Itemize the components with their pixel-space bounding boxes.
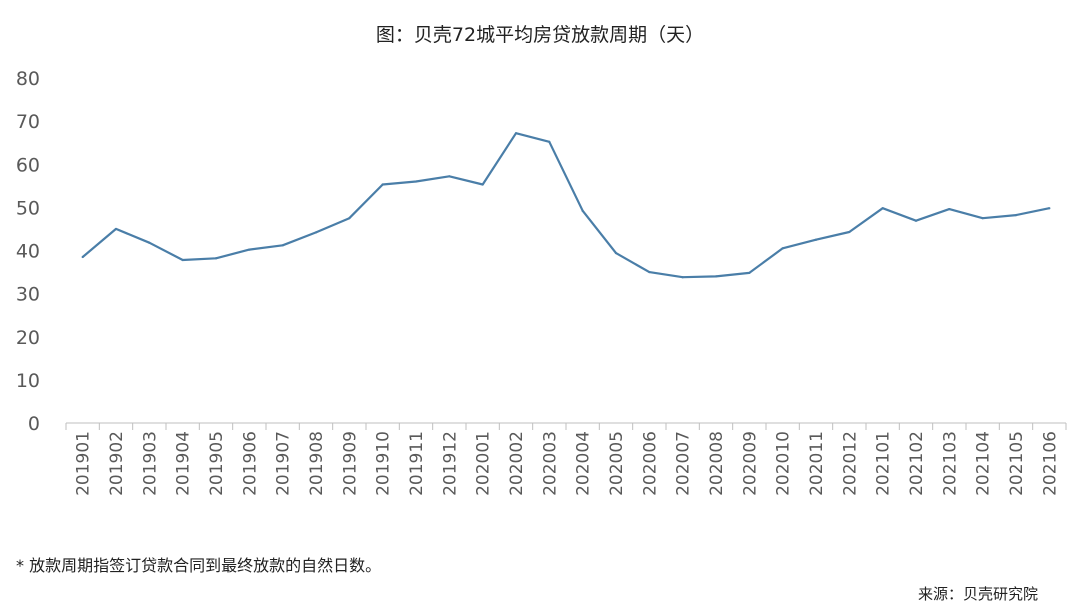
y-tick-label: 70 — [16, 111, 40, 133]
data-point — [581, 209, 584, 212]
data-point — [848, 230, 851, 234]
data-point — [81, 255, 84, 259]
x-tick-label: 202005 — [607, 431, 627, 496]
x-tick-label: 201908 — [307, 431, 327, 496]
y-axis-ticks: 0 10 20 30 40 50 60 70 80 — [16, 68, 40, 435]
data-point — [881, 207, 884, 210]
data-point — [614, 251, 618, 255]
x-tick-label: 201904 — [174, 431, 194, 496]
x-tick-label: 201909 — [340, 431, 360, 496]
x-tick-label: 201906 — [240, 431, 260, 496]
source-label: 来源：贝壳研究院 — [917, 585, 1038, 603]
data-point — [1014, 214, 1018, 217]
x-tick-label: 201912 — [440, 431, 460, 496]
data-point — [548, 140, 551, 143]
data-point — [648, 270, 651, 274]
data-point — [981, 217, 984, 220]
data-point — [814, 238, 818, 241]
data-point — [148, 241, 151, 244]
data-point — [1048, 207, 1051, 210]
data-point — [381, 183, 384, 186]
x-tick-label: 201911 — [407, 431, 427, 496]
data-point — [681, 276, 684, 279]
x-tick-label: 202006 — [640, 431, 660, 496]
x-tick-label: 202102 — [907, 431, 927, 496]
data-points — [81, 132, 1051, 279]
x-tick-label: 201903 — [140, 431, 160, 496]
x-tick-label: 202012 — [840, 431, 860, 496]
y-tick-label: 80 — [16, 68, 40, 90]
y-tick-label: 50 — [16, 197, 40, 219]
data-point — [181, 258, 184, 262]
x-tick-label: 202003 — [540, 431, 560, 496]
data-point — [348, 217, 351, 220]
data-point — [448, 175, 451, 178]
x-tick-label: 202007 — [674, 431, 694, 496]
x-tick-label: 202002 — [507, 431, 527, 496]
data-point — [214, 257, 218, 260]
x-tick-label: 201905 — [207, 431, 227, 496]
y-tick-label: 60 — [16, 154, 40, 176]
data-point — [714, 275, 718, 278]
x-tick-label: 202008 — [707, 431, 727, 496]
data-point — [748, 271, 751, 275]
data-point — [481, 183, 484, 186]
data-point — [914, 219, 918, 222]
x-tick-label: 201902 — [107, 431, 127, 496]
x-tick-label: 202010 — [774, 431, 794, 496]
data-point — [281, 244, 284, 247]
x-tick-label: 202011 — [807, 431, 827, 496]
x-tick-label: 202001 — [474, 431, 494, 496]
x-tick-label: 202101 — [874, 431, 894, 496]
series-line — [81, 132, 1050, 279]
data-point — [414, 180, 418, 183]
x-tick-label: 202104 — [974, 431, 994, 496]
chart-title: 图：贝壳72城平均房贷放款周期（天） — [375, 24, 705, 46]
data-point — [781, 247, 784, 250]
data-point — [114, 227, 118, 231]
x-tick-label: 202009 — [740, 431, 760, 496]
x-tick-label: 202004 — [574, 431, 594, 496]
x-tick-label: 202105 — [1007, 431, 1027, 496]
y-tick-label: 20 — [16, 327, 40, 349]
x-axis-ticks — [65, 423, 1067, 430]
data-point — [248, 248, 251, 251]
footnote: * 放款周期指签订贷款合同到最终放款的自然日数。 — [16, 556, 382, 575]
y-tick-label: 0 — [28, 413, 40, 435]
data-point — [948, 208, 951, 211]
x-axis-labels: 201901 201902 201903 201904 201905 201906 2019… — [74, 431, 1061, 496]
x-tick-label: 202103 — [940, 431, 960, 496]
y-tick-label: 10 — [16, 370, 40, 392]
y-tick-label: 40 — [16, 241, 40, 263]
y-tick-label: 30 — [16, 284, 40, 306]
data-point — [314, 231, 318, 234]
data-point — [514, 132, 518, 135]
x-tick-label: 202106 — [1040, 431, 1060, 496]
x-tick-label: 201910 — [374, 431, 394, 496]
x-tick-label: 201901 — [74, 431, 94, 496]
x-tick-label: 201907 — [274, 431, 294, 496]
